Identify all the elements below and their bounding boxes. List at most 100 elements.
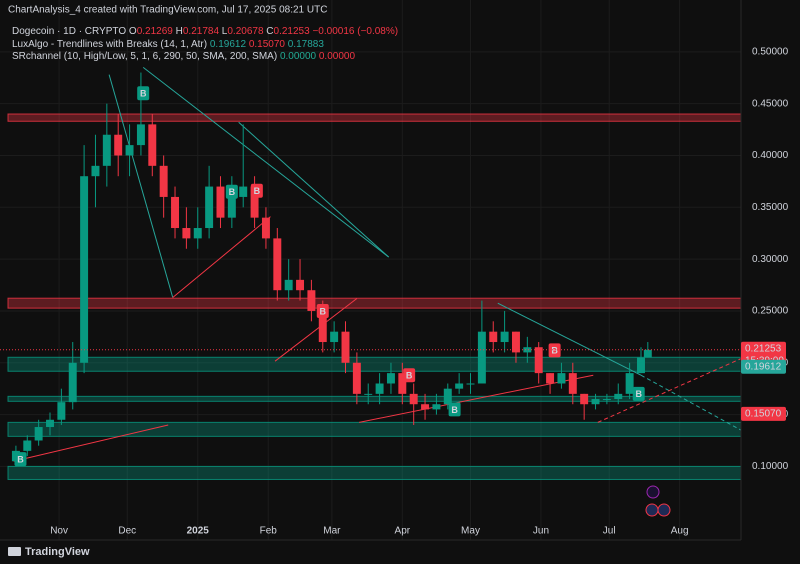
candle-body: [182, 228, 191, 239]
candle-body: [466, 383, 475, 385]
event-icon[interactable]: [657, 503, 671, 517]
candle-body: [352, 362, 361, 394]
candle-body: [432, 404, 441, 410]
candle-body: [102, 134, 111, 166]
break-label: B: [406, 371, 413, 381]
trendline: [172, 216, 271, 298]
break-marker: [316, 303, 329, 318]
indicator-value: 0.00000: [319, 51, 356, 62]
trendline: [497, 302, 642, 376]
candle-body: [148, 124, 157, 166]
candle-body: [193, 228, 202, 239]
candle-body: [296, 279, 305, 291]
ohlc-key: C: [266, 26, 273, 37]
indicator-price-box: [741, 359, 786, 374]
break-label: B: [229, 187, 236, 197]
indicator-value: 0.19612: [210, 39, 247, 50]
x-tick-label: May: [461, 526, 480, 537]
indicator-line: SRchannel (10, High/Low, 5, 1, 6, 290, 5…: [12, 51, 355, 62]
candle-body: [546, 373, 555, 384]
break-label: B: [17, 455, 24, 465]
candle-body: [23, 440, 32, 451]
ohlc-key: O: [129, 26, 137, 37]
x-tick-label: 2025: [187, 526, 210, 537]
sr-zone: [7, 421, 742, 437]
x-tick-label: Dec: [118, 526, 136, 537]
candle-body: [46, 419, 54, 428]
break-marker: [448, 402, 461, 417]
ohlc-key: H: [176, 26, 183, 37]
trendline: [597, 358, 742, 423]
candle-body: [239, 186, 248, 197]
candle-body: [511, 331, 520, 353]
break-marker: [225, 184, 238, 199]
break-label: B: [140, 89, 147, 99]
x-tick-label: Apr: [395, 526, 411, 537]
candle-body: [216, 186, 225, 218]
break-marker: [632, 386, 645, 401]
sr-zone: [7, 356, 742, 372]
y-tick-label: 0.40000: [752, 150, 789, 161]
header: ChartAnalysis_4 created with TradingView…: [8, 5, 398, 62]
break-label: B: [635, 389, 642, 399]
x-tick-label: Feb: [260, 526, 278, 537]
indicator-name: LuxAlgo - Trendlines with Breaks (14, 1,…: [12, 39, 207, 50]
break-marker: [403, 368, 416, 383]
logo: [8, 547, 21, 556]
candle-body: [557, 373, 566, 384]
trendline: [13, 424, 169, 462]
indicator-value: 0.00000: [280, 51, 317, 62]
ohlc-value: 0.20678: [227, 26, 264, 37]
candle-body: [409, 393, 418, 405]
indicator-price-label: 0.19612: [745, 361, 782, 372]
candle-body: [568, 373, 577, 394]
ohlc-value: 0.21269: [137, 26, 174, 37]
candle-body: [489, 331, 498, 343]
indicator-value: 0.17883: [288, 39, 325, 50]
candle-body: [614, 393, 623, 400]
break-label: B: [254, 186, 261, 196]
candle-body: [580, 393, 589, 405]
break-label: B: [451, 405, 458, 415]
y-tick-label: 0.10000: [752, 461, 789, 472]
candle-body: [602, 399, 611, 401]
x-tick-label: Jul: [603, 526, 616, 537]
event-icon[interactable]: [645, 503, 659, 517]
candle-body: [57, 402, 66, 420]
candle-body: [375, 383, 384, 394]
candle-body: [68, 362, 77, 403]
icons: [645, 485, 671, 517]
trendline: [108, 74, 174, 298]
candle-body: [307, 290, 316, 311]
candle-body: [364, 393, 373, 395]
ohlc-value: 0.21784: [183, 26, 220, 37]
x-tick-label: Nov: [50, 526, 68, 537]
candle-body: [159, 165, 168, 197]
trendline: [640, 374, 742, 431]
break-label: B: [320, 306, 327, 316]
candle-body: [114, 134, 123, 156]
candle-body: [386, 373, 395, 384]
brand: TradingView: [25, 546, 90, 558]
candle-body: [398, 373, 407, 394]
attribution: ChartAnalysis_4 created with TradingView…: [8, 5, 327, 16]
symbol-line: Dogecoin · 1D · CRYPTO O0.21269 H0.21784…: [12, 26, 398, 37]
x-tick-label: Jun: [533, 526, 549, 537]
candle-body: [205, 186, 214, 229]
trendline: [359, 374, 594, 423]
candle-body: [136, 124, 145, 146]
break-marker: [14, 452, 27, 467]
candle-body: [523, 347, 532, 353]
candle-body: [80, 176, 89, 363]
break-label: B: [551, 346, 558, 356]
trendline: [142, 66, 389, 258]
footer: TradingView: [8, 546, 90, 558]
ohlc-key: L: [222, 26, 228, 37]
y-tick-label: 0.35000: [752, 202, 789, 213]
y-tick-label: 0.30000: [752, 254, 789, 265]
event-icon[interactable]: [646, 485, 660, 499]
candle-body: [34, 427, 43, 441]
candle-body: [625, 373, 634, 394]
candle-body: [273, 238, 282, 291]
candle-body: [171, 196, 179, 229]
